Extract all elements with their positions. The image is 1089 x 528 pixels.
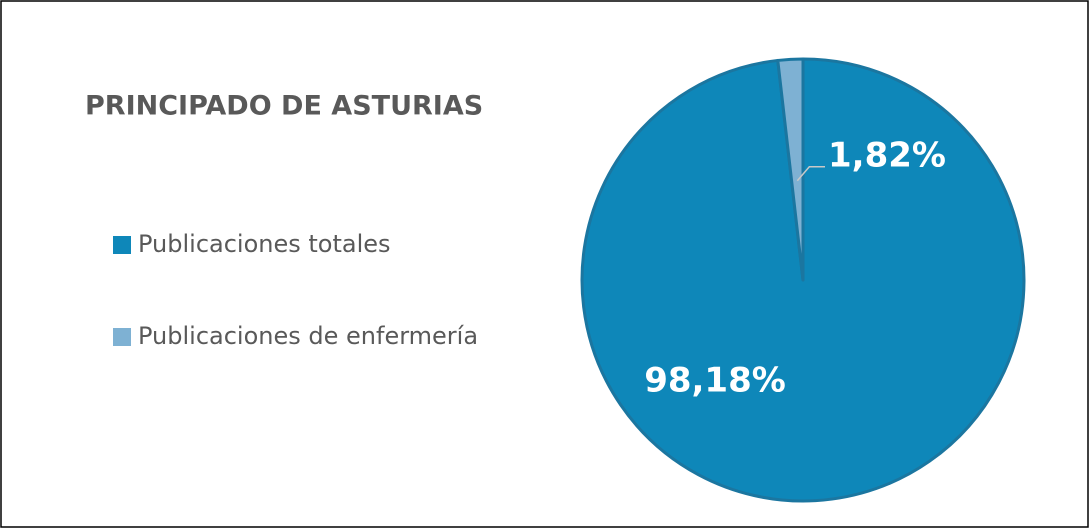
data-label: 98,18% [644,361,786,401]
legend-label: Publicaciones totales [138,230,391,258]
chart-title: PRINCIPADO DE ASTURIAS [85,91,483,122]
pie: 98,18% 1,82% [580,57,1026,503]
data-label: 1,82% [828,136,946,176]
legend: Publicaciones totales Publicaciones de en… [113,230,478,350]
legend-label: Publicaciones de enfermería [138,322,478,350]
legend-swatch [113,328,131,346]
pie-slice [776,57,805,282]
legend-swatch [113,236,131,254]
leader-line [796,165,825,182]
